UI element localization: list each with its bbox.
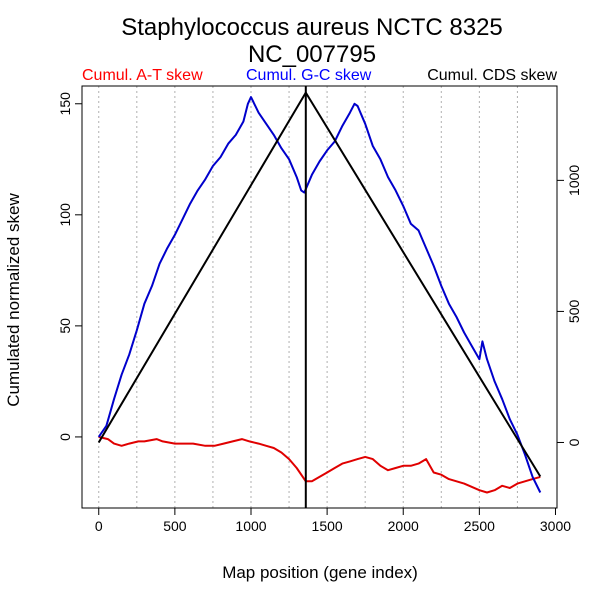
legend-gc-skew: Cumul. G-C skew bbox=[246, 67, 372, 84]
y-tick-label: 150 bbox=[57, 92, 73, 116]
x-tick-label: 1500 bbox=[312, 518, 343, 534]
x-axis-label: Map position (gene index) bbox=[222, 563, 418, 582]
x-tick-label: 1000 bbox=[235, 518, 266, 534]
x-tick-label: 2000 bbox=[388, 518, 419, 534]
x-tick-label: 500 bbox=[163, 518, 187, 534]
y2-tick-label: 1000 bbox=[566, 165, 582, 196]
legend-at-skew: Cumul. A-T skew bbox=[82, 67, 203, 84]
y-tick-label: 50 bbox=[57, 318, 73, 334]
y-tick-label: 100 bbox=[57, 203, 73, 227]
x-tick-label: 2500 bbox=[464, 518, 495, 534]
series-line-at-skew bbox=[98, 435, 541, 494]
chart-title: Staphylococcus aureus NCTC 8325 bbox=[121, 14, 503, 41]
y2-tick-label: 0 bbox=[566, 438, 582, 446]
y-tick-label: 0 bbox=[57, 433, 73, 441]
series-line-gc-skew bbox=[97, 96, 542, 493]
grid bbox=[98, 86, 518, 508]
axes: 0 500 1000 1500 2000 2500 30000501001500500100… bbox=[57, 92, 582, 534]
legend-cds-skew: Cumul. CDS skew bbox=[427, 67, 557, 84]
x-tick-label: 0 bbox=[95, 518, 103, 534]
chart-subtitle: NC_007795 bbox=[248, 41, 376, 68]
y2-tick-label: 500 bbox=[566, 300, 582, 324]
plot-frame bbox=[81, 85, 558, 509]
y-axis-label: Cumulated normalized skew bbox=[4, 193, 23, 407]
x-tick-label: 3000 bbox=[540, 518, 571, 534]
